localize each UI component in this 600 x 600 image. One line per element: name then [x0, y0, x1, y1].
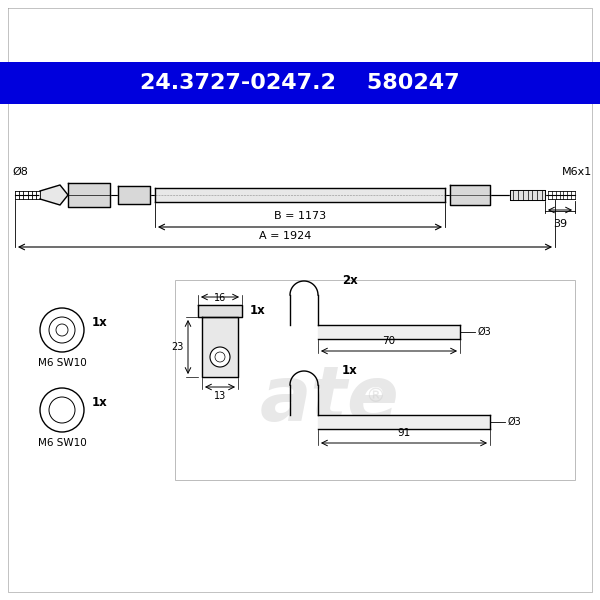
Text: 2x: 2x	[342, 274, 358, 287]
Text: Ø8: Ø8	[12, 167, 28, 177]
Circle shape	[210, 347, 230, 367]
Text: 39: 39	[553, 219, 567, 229]
Text: 1x: 1x	[92, 395, 108, 409]
Circle shape	[40, 388, 84, 432]
Text: 91: 91	[397, 428, 410, 438]
Text: M6x1: M6x1	[562, 167, 592, 177]
Text: 1x: 1x	[92, 316, 108, 329]
Bar	[175, 280, 575, 480]
Polygon shape	[68, 183, 110, 207]
Polygon shape	[450, 185, 490, 205]
Text: M6 SW10: M6 SW10	[38, 358, 87, 368]
Text: M6 SW10: M6 SW10	[38, 438, 87, 448]
Text: 1x: 1x	[250, 304, 266, 317]
Text: 24.3727-0247.2    580247: 24.3727-0247.2 580247	[140, 73, 460, 93]
Text: ate: ate	[260, 363, 400, 437]
Text: Ø3: Ø3	[478, 327, 492, 337]
Text: 23: 23	[172, 342, 184, 352]
Circle shape	[49, 397, 75, 423]
Text: A = 1924: A = 1924	[259, 231, 311, 241]
Polygon shape	[318, 325, 460, 339]
Circle shape	[49, 317, 75, 343]
Text: ®: ®	[365, 386, 385, 406]
Polygon shape	[40, 185, 68, 205]
Polygon shape	[510, 190, 545, 200]
Polygon shape	[202, 317, 238, 377]
Circle shape	[56, 324, 68, 336]
Polygon shape	[198, 305, 242, 317]
Text: 70: 70	[382, 336, 395, 346]
Text: 13: 13	[214, 391, 226, 401]
Text: 16: 16	[214, 293, 226, 303]
Polygon shape	[118, 186, 150, 204]
Circle shape	[215, 352, 225, 362]
Polygon shape	[155, 188, 445, 202]
Text: 1x: 1x	[342, 364, 358, 377]
Text: B = 1173: B = 1173	[274, 211, 326, 221]
Polygon shape	[318, 415, 490, 429]
Bar	[0, 62, 600, 104]
Text: Ø3: Ø3	[508, 417, 522, 427]
Circle shape	[40, 308, 84, 352]
